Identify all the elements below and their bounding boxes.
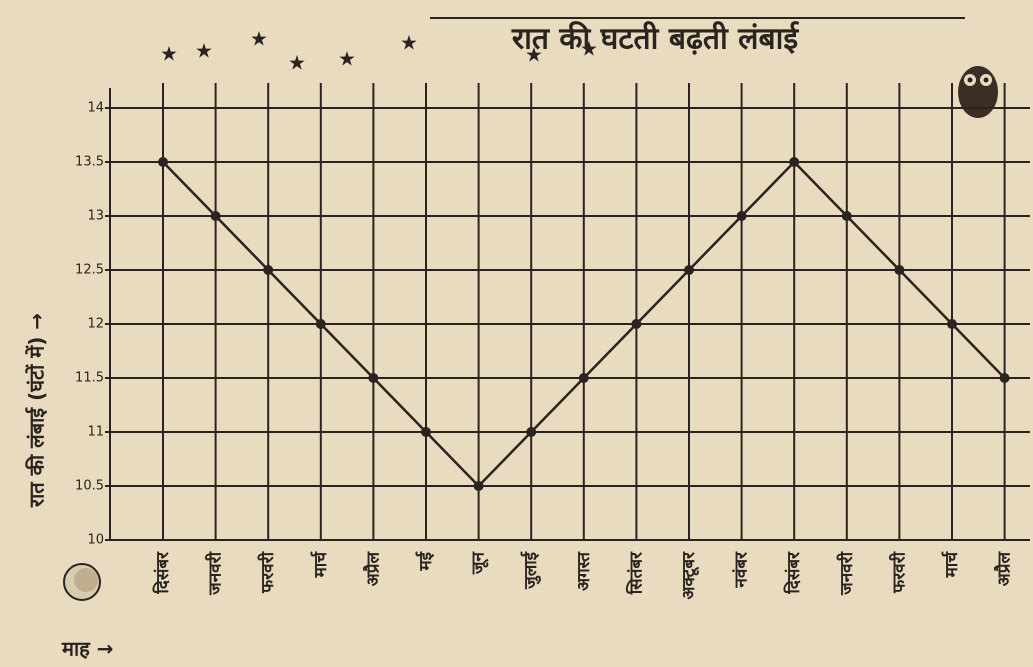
y-tick-label: 12.5 xyxy=(75,263,104,278)
star: ★ xyxy=(525,43,543,67)
y-tick-label: 12 xyxy=(87,317,104,332)
point xyxy=(631,319,641,329)
x-tick-label: जुलाई xyxy=(520,551,541,590)
x-tick-label: मार्च xyxy=(941,551,962,579)
y-axis-label: रात की लंबाई (घंटों में) → xyxy=(25,313,49,508)
star: ★ xyxy=(160,42,178,66)
x-tick-label: अगस्त xyxy=(574,551,594,591)
y-tick-label: 11.5 xyxy=(75,371,104,386)
y-tick-label: 14 xyxy=(87,101,104,116)
x-tick-label: फरवरी xyxy=(257,551,278,593)
x-tick-label: फरवरी xyxy=(888,551,909,593)
owl-icon xyxy=(958,66,998,118)
chart-title: रात की घटती बढ़ती लंबाई xyxy=(511,21,800,57)
star: ★ xyxy=(580,37,598,61)
point xyxy=(158,157,168,167)
point xyxy=(211,211,221,221)
point xyxy=(421,427,431,437)
point xyxy=(474,481,484,491)
point xyxy=(316,319,326,329)
x-tick-label: जनवरी xyxy=(205,551,226,595)
point xyxy=(737,211,747,221)
y-tick-label: 10 xyxy=(87,533,104,548)
point xyxy=(947,319,957,329)
x-tick-label: मार्च xyxy=(310,551,331,579)
point xyxy=(789,157,799,167)
x-tick-label: सितंबर xyxy=(625,551,646,595)
star: ★ xyxy=(338,47,356,71)
star: ★ xyxy=(288,51,306,75)
y-tick-label: 13 xyxy=(87,209,104,224)
moon-icon xyxy=(64,564,100,600)
x-axis-label: माह → xyxy=(61,637,113,661)
x-tick-label: दिसंबर xyxy=(783,551,804,595)
point xyxy=(842,211,852,221)
x-tick-label: मई xyxy=(415,551,436,572)
x-tick-label: नवंबर xyxy=(732,551,752,589)
point xyxy=(684,265,694,275)
x-tick-label: अक्टूबर xyxy=(679,551,700,600)
point xyxy=(526,427,536,437)
y-tick-label: 10.5 xyxy=(75,479,104,494)
point xyxy=(263,265,273,275)
point xyxy=(1000,373,1010,383)
x-tick-label: दिसंबर xyxy=(152,551,173,595)
x-tick-label: अप्रैल xyxy=(362,551,383,587)
chart: रात की घटती बढ़ती लंबाई ★ ★ ★ ★ ★ ★ ★ ★ … xyxy=(0,0,1033,667)
y-tick-label: 13.5 xyxy=(75,155,104,170)
star: ★ xyxy=(250,27,268,51)
x-tick-label: जनवरी xyxy=(836,551,857,595)
y-tick-label: 11 xyxy=(87,425,104,440)
x-tick-label: अप्रैल xyxy=(994,551,1015,587)
point xyxy=(894,265,904,275)
point xyxy=(579,373,589,383)
point xyxy=(368,373,378,383)
x-tick-label: जून xyxy=(469,551,490,575)
star: ★ xyxy=(400,31,418,55)
star: ★ xyxy=(195,39,213,63)
